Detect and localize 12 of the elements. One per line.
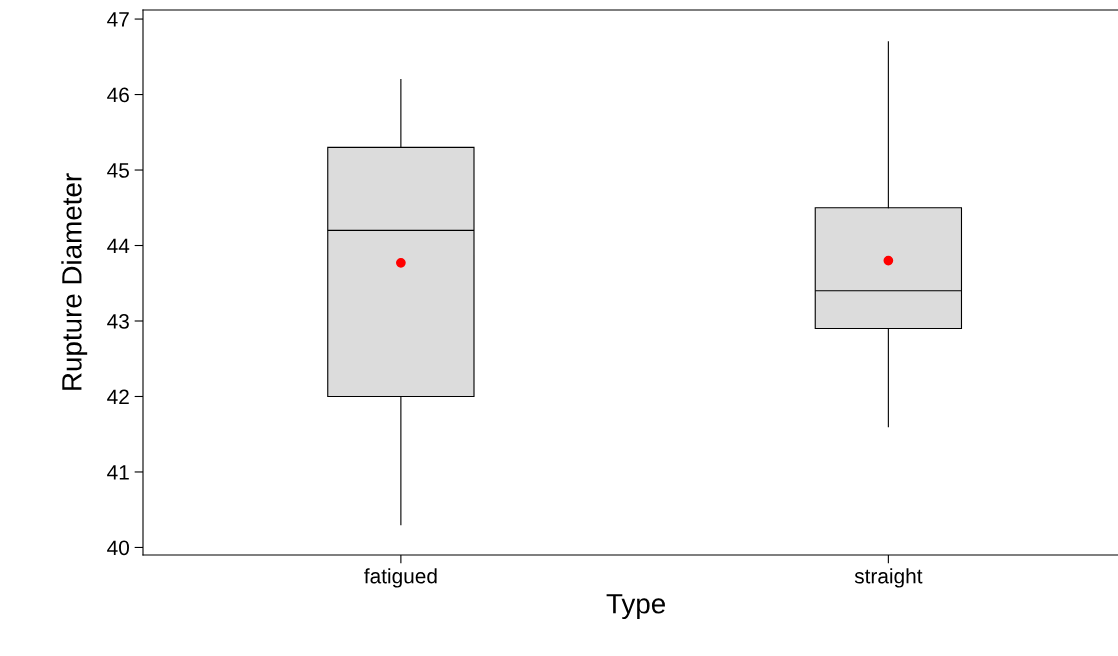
y-tick-label: 42	[107, 389, 129, 405]
y-tick-label: 45	[107, 163, 129, 178]
x-axis-title: Type	[606, 594, 665, 620]
x-tick-label: straight	[854, 568, 923, 588]
y-tick-label: 43	[107, 314, 129, 329]
x-tick-label: fatigued	[364, 568, 437, 588]
y-tick-label: 40	[107, 540, 129, 556]
y-tick-label: 44	[107, 238, 130, 254]
y-tick-label: 46	[107, 87, 129, 103]
y-axis-title: Rupture Diameter	[61, 173, 88, 390]
y-tick-label: 41	[107, 465, 129, 480]
y-tick-label: 47	[107, 12, 129, 27]
